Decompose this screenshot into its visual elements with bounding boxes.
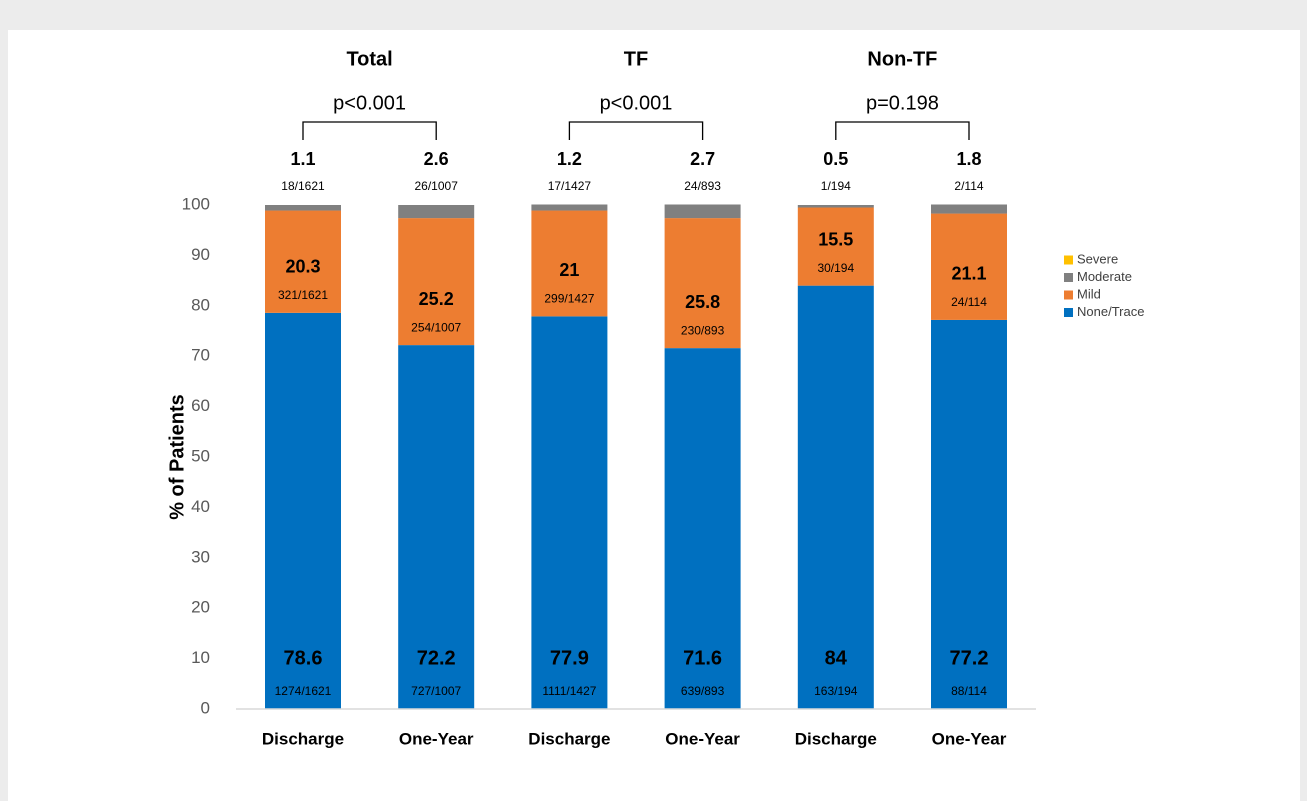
bar-segment — [398, 345, 475, 709]
count-label: 163/194 — [814, 684, 858, 698]
count-label: 26/1007 — [415, 179, 459, 193]
bracket — [302, 121, 437, 140]
x-tick-label: One-Year — [932, 729, 1007, 748]
bar-segment — [664, 348, 741, 709]
p-value: p<0.001 — [600, 92, 673, 114]
count-label: 88/114 — [951, 684, 987, 698]
bar-segment — [531, 210, 608, 317]
value-label: 1.8 — [956, 149, 981, 169]
count-label: 299/1427 — [544, 292, 594, 306]
y-tick-label: 10 — [191, 648, 210, 667]
count-label: 230/893 — [681, 323, 725, 337]
value-label: 1.2 — [557, 149, 582, 169]
count-label: 727/1007 — [411, 684, 461, 698]
value-label: 1.1 — [290, 149, 315, 169]
count-label: 639/893 — [681, 684, 725, 698]
y-tick-label: 20 — [191, 598, 210, 617]
count-label: 17/1427 — [548, 179, 592, 193]
p-value: p<0.001 — [333, 92, 406, 114]
y-tick-label: 40 — [191, 497, 210, 516]
bar-segment — [531, 204, 608, 211]
value-label: 15.5 — [818, 229, 853, 249]
value-label: 2.6 — [424, 149, 449, 169]
count-label: 24/893 — [684, 179, 721, 193]
legend-label: Mild — [1077, 286, 1101, 301]
value-label: 2.7 — [690, 149, 715, 169]
panel — [8, 30, 1300, 801]
y-axis-title: % of Patients — [166, 394, 188, 520]
legend-swatch — [1064, 290, 1073, 300]
bar-segment — [398, 205, 475, 219]
legend-label: Moderate — [1077, 269, 1132, 284]
x-tick-label: Discharge — [795, 729, 877, 748]
bar-segment — [398, 218, 475, 346]
legend-label: Severe — [1077, 251, 1118, 266]
bar-segment — [265, 205, 341, 211]
count-label: 1274/1621 — [275, 684, 332, 698]
bar-segment — [265, 210, 341, 313]
bar-segment — [664, 218, 741, 349]
value-label: 0.5 — [823, 149, 848, 169]
x-tick-label: Discharge — [528, 729, 610, 748]
count-label: 30/194 — [817, 261, 854, 275]
count-label: 24/114 — [951, 295, 987, 309]
y-tick-label: 50 — [191, 446, 210, 465]
y-tick-label: 90 — [191, 245, 210, 264]
legend-swatch — [1064, 255, 1073, 265]
bar-segment — [797, 205, 874, 208]
x-tick-label: One-Year — [399, 729, 474, 748]
bar-segment — [931, 213, 1007, 320]
y-tick-label: 60 — [191, 396, 210, 415]
count-label: 1/194 — [821, 179, 851, 193]
y-tick-label: 70 — [191, 346, 210, 365]
bar-segment — [664, 204, 741, 219]
bar-segment — [797, 285, 874, 709]
legend-swatch — [1064, 273, 1073, 282]
value-label: 78.6 — [284, 647, 323, 669]
value-label: 77.9 — [550, 647, 589, 669]
bar-segment — [931, 319, 1007, 709]
bracket — [568, 121, 704, 140]
value-label: 72.2 — [417, 647, 456, 669]
count-label: 2/114 — [954, 179, 983, 193]
value-label: 20.3 — [285, 257, 320, 277]
x-tick-label: Discharge — [262, 729, 344, 748]
group-label: Non-TF — [867, 48, 937, 70]
group-label: TF — [624, 48, 648, 70]
y-tick-label: 0 — [201, 698, 210, 717]
group-label: Total — [346, 48, 392, 70]
value-label: 25.2 — [419, 289, 454, 309]
bar-segment — [797, 207, 874, 286]
value-label: 71.6 — [683, 647, 722, 669]
p-value: p=0.198 — [866, 92, 939, 114]
legend-swatch — [1064, 308, 1073, 317]
bar-segment — [931, 204, 1007, 214]
bar-segment — [531, 316, 608, 709]
count-label: 321/1621 — [278, 288, 328, 302]
y-tick-label: 80 — [191, 295, 210, 314]
y-tick-label: 100 — [182, 194, 210, 213]
legend-label: None/Trace — [1077, 304, 1144, 319]
bracket — [835, 121, 970, 140]
value-label: 77.2 — [950, 647, 989, 669]
count-label: 1111/1427 — [542, 684, 596, 698]
count-label: 18/1621 — [281, 179, 325, 193]
value-label: 21.1 — [951, 264, 986, 284]
value-label: 21 — [559, 260, 579, 280]
count-label: 254/1007 — [411, 320, 461, 334]
value-label: 84 — [825, 647, 848, 669]
x-tick-label: One-Year — [665, 729, 740, 748]
bar-segment — [265, 312, 341, 709]
value-label: 25.8 — [685, 292, 720, 312]
y-tick-label: 30 — [191, 547, 210, 566]
